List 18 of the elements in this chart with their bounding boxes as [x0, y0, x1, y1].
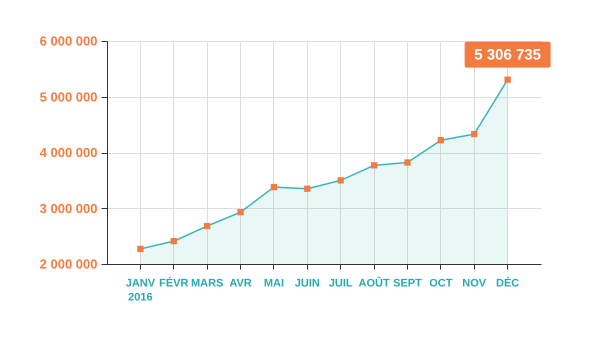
y-tick-label: 5 000 000 [40, 89, 98, 104]
x-tick-label: NOV [462, 278, 487, 290]
x-tick-label: MARS [190, 278, 224, 290]
y-tick-label: 3 000 000 [40, 200, 98, 216]
y-tick-label: 2 000 000 [40, 256, 98, 272]
x-tick-label: MAI [264, 278, 284, 290]
y-tick-label: 6 000 000 [40, 34, 98, 48]
x-tick-label: JUIN [294, 278, 320, 290]
x-tick-label: SEPT [393, 278, 422, 290]
x-tick-label: JUIL [328, 278, 353, 290]
x-tick-label: AOÛT [358, 276, 390, 290]
x-tick-label: AVR [229, 278, 252, 290]
y-tick-label: 4 000 000 [40, 145, 98, 160]
x-tick-label: OCT [429, 278, 453, 290]
x-tick-label: JANV 2016 [126, 278, 156, 304]
x-tick-label: FÉVR [159, 276, 188, 290]
x-tick-label: DÉC [496, 276, 520, 290]
annotation: 5 306 735 [474, 46, 541, 64]
